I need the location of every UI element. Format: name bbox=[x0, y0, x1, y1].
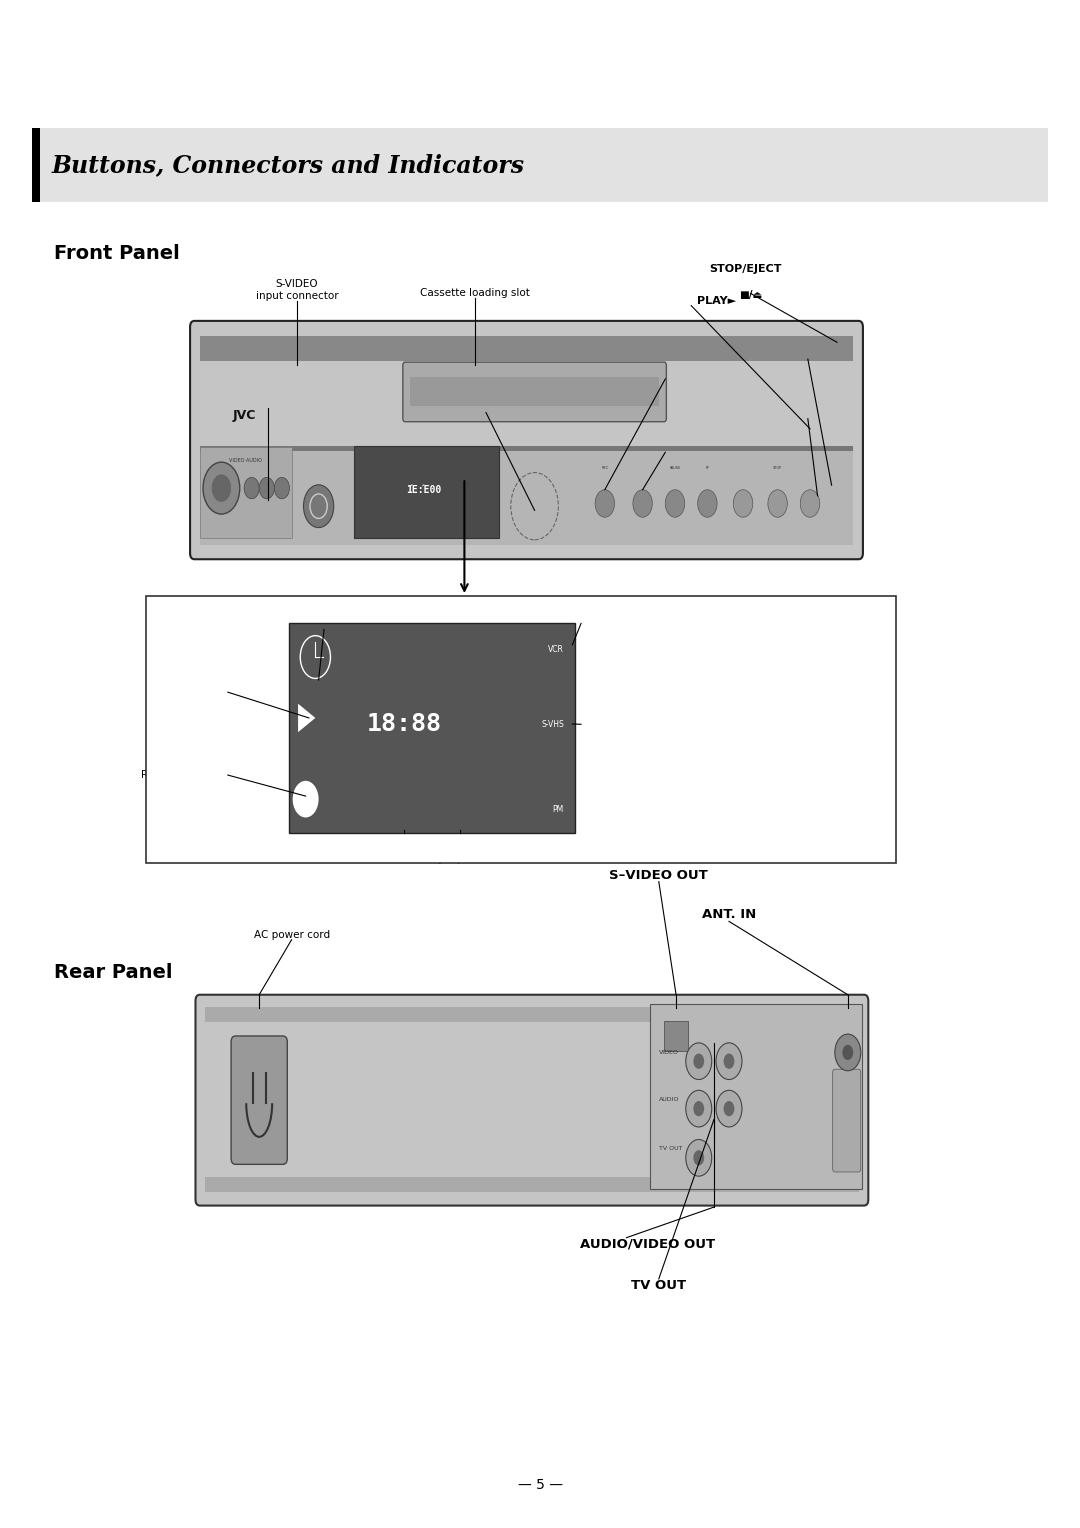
Circle shape bbox=[212, 474, 231, 501]
Text: Play indicator: Play indicator bbox=[156, 688, 227, 697]
Text: Display panel: Display panel bbox=[159, 611, 248, 625]
Circle shape bbox=[724, 1054, 734, 1070]
FancyBboxPatch shape bbox=[833, 1070, 861, 1172]
FancyBboxPatch shape bbox=[650, 1004, 862, 1189]
Polygon shape bbox=[298, 704, 315, 732]
Circle shape bbox=[303, 484, 334, 527]
Text: JVC: JVC bbox=[232, 410, 256, 422]
Circle shape bbox=[293, 781, 319, 817]
Text: REC: REC bbox=[602, 466, 608, 471]
Circle shape bbox=[842, 1045, 853, 1060]
Bar bbox=[200, 336, 853, 361]
Text: S-VIDEO
input connector: S-VIDEO input connector bbox=[256, 280, 338, 301]
Circle shape bbox=[244, 477, 259, 498]
Circle shape bbox=[686, 1140, 712, 1177]
Text: [CH+]: [CH+] bbox=[810, 434, 847, 443]
Bar bbox=[32, 128, 40, 202]
Text: VIDEO: VIDEO bbox=[659, 1050, 678, 1054]
Text: ANT. IN: ANT. IN bbox=[702, 908, 756, 921]
Circle shape bbox=[633, 490, 652, 518]
Text: STOP/EJECT: STOP/EJECT bbox=[708, 263, 782, 274]
Text: S–VIDEO OUT: S–VIDEO OUT bbox=[609, 868, 708, 882]
Circle shape bbox=[768, 490, 787, 518]
Text: AUDIO: AUDIO bbox=[659, 1097, 679, 1102]
Text: Front Panel: Front Panel bbox=[54, 244, 179, 263]
Circle shape bbox=[686, 1042, 712, 1079]
Circle shape bbox=[693, 1102, 704, 1117]
Bar bbox=[205, 1177, 859, 1192]
Circle shape bbox=[686, 1091, 712, 1128]
Text: ■/⏏: ■/⏏ bbox=[739, 290, 762, 301]
Circle shape bbox=[665, 490, 685, 518]
Text: VCR: VCR bbox=[548, 645, 564, 654]
Circle shape bbox=[259, 477, 274, 498]
Text: VCR mode indicator: VCR mode indicator bbox=[583, 619, 687, 628]
Text: TV OUT: TV OUT bbox=[659, 1146, 683, 1151]
Text: Rear Panel: Rear Panel bbox=[54, 963, 173, 981]
Text: Remote sensor: Remote sensor bbox=[447, 413, 525, 423]
Text: PM: PM bbox=[553, 805, 564, 814]
Text: S-VHS indicator: S-VHS indicator bbox=[583, 720, 664, 729]
Text: AUDIO/VIDEO OUT: AUDIO/VIDEO OUT bbox=[580, 1238, 716, 1251]
FancyBboxPatch shape bbox=[146, 596, 896, 863]
Circle shape bbox=[595, 490, 615, 518]
Text: Record indicator: Record indicator bbox=[141, 770, 227, 781]
Text: STOP: STOP bbox=[773, 466, 782, 471]
FancyBboxPatch shape bbox=[190, 321, 863, 559]
Circle shape bbox=[733, 490, 753, 518]
Text: ψ/I: ψ/I bbox=[338, 460, 353, 471]
Circle shape bbox=[716, 1091, 742, 1128]
Text: PAUSE: PAUSE bbox=[670, 466, 680, 471]
FancyBboxPatch shape bbox=[354, 446, 499, 538]
Circle shape bbox=[800, 490, 820, 518]
Bar bbox=[200, 446, 853, 451]
Text: [CH−]: [CH−] bbox=[667, 468, 702, 477]
Text: AC power cord: AC power cord bbox=[254, 929, 329, 940]
Text: POWER: POWER bbox=[320, 432, 372, 446]
FancyBboxPatch shape bbox=[289, 623, 575, 833]
Bar bbox=[205, 1007, 859, 1022]
Text: TV OUT: TV OUT bbox=[631, 1279, 687, 1293]
Bar bbox=[200, 451, 853, 545]
Text: PAUSE⏸: PAUSE⏸ bbox=[810, 348, 856, 358]
Text: FF: FF bbox=[705, 466, 710, 471]
Text: FF ⏩: FF ⏩ bbox=[810, 408, 836, 417]
FancyBboxPatch shape bbox=[403, 362, 666, 422]
Circle shape bbox=[693, 1151, 704, 1166]
Circle shape bbox=[274, 477, 289, 498]
Text: Channel and auxiliary input/Clock time: Channel and auxiliary input/Clock time bbox=[330, 854, 534, 865]
Text: REC●: REC● bbox=[667, 374, 700, 384]
Text: 18:88: 18:88 bbox=[366, 712, 442, 736]
Circle shape bbox=[835, 1034, 861, 1071]
Text: S-VHS: S-VHS bbox=[541, 720, 564, 729]
Text: Timer mode indicator: Timer mode indicator bbox=[313, 608, 426, 619]
Text: PLAY►: PLAY► bbox=[697, 295, 735, 306]
Text: 1Έ:Έ00: 1Έ:Έ00 bbox=[406, 484, 442, 495]
Text: [CH]: [CH] bbox=[810, 374, 838, 384]
Circle shape bbox=[698, 490, 717, 518]
Text: VIDEO/AUDIO input
connectors: VIDEO/AUDIO input connectors bbox=[228, 408, 329, 429]
Bar bbox=[200, 448, 292, 538]
FancyBboxPatch shape bbox=[231, 1036, 287, 1164]
Circle shape bbox=[693, 1054, 704, 1070]
Text: Buttons, Connectors and Indicators: Buttons, Connectors and Indicators bbox=[52, 153, 525, 177]
Circle shape bbox=[203, 461, 240, 513]
Bar bbox=[410, 377, 659, 406]
Text: Cassette loading slot: Cassette loading slot bbox=[420, 287, 530, 298]
Text: VIDEO AUDIO: VIDEO AUDIO bbox=[229, 458, 261, 463]
FancyBboxPatch shape bbox=[195, 995, 868, 1206]
Text: REW⏪: REW⏪ bbox=[667, 442, 700, 451]
Bar bbox=[664, 1021, 688, 1051]
Text: — 5 —: — 5 — bbox=[517, 1478, 563, 1493]
Bar bbox=[32, 128, 1048, 202]
Circle shape bbox=[724, 1102, 734, 1117]
Circle shape bbox=[716, 1042, 742, 1079]
